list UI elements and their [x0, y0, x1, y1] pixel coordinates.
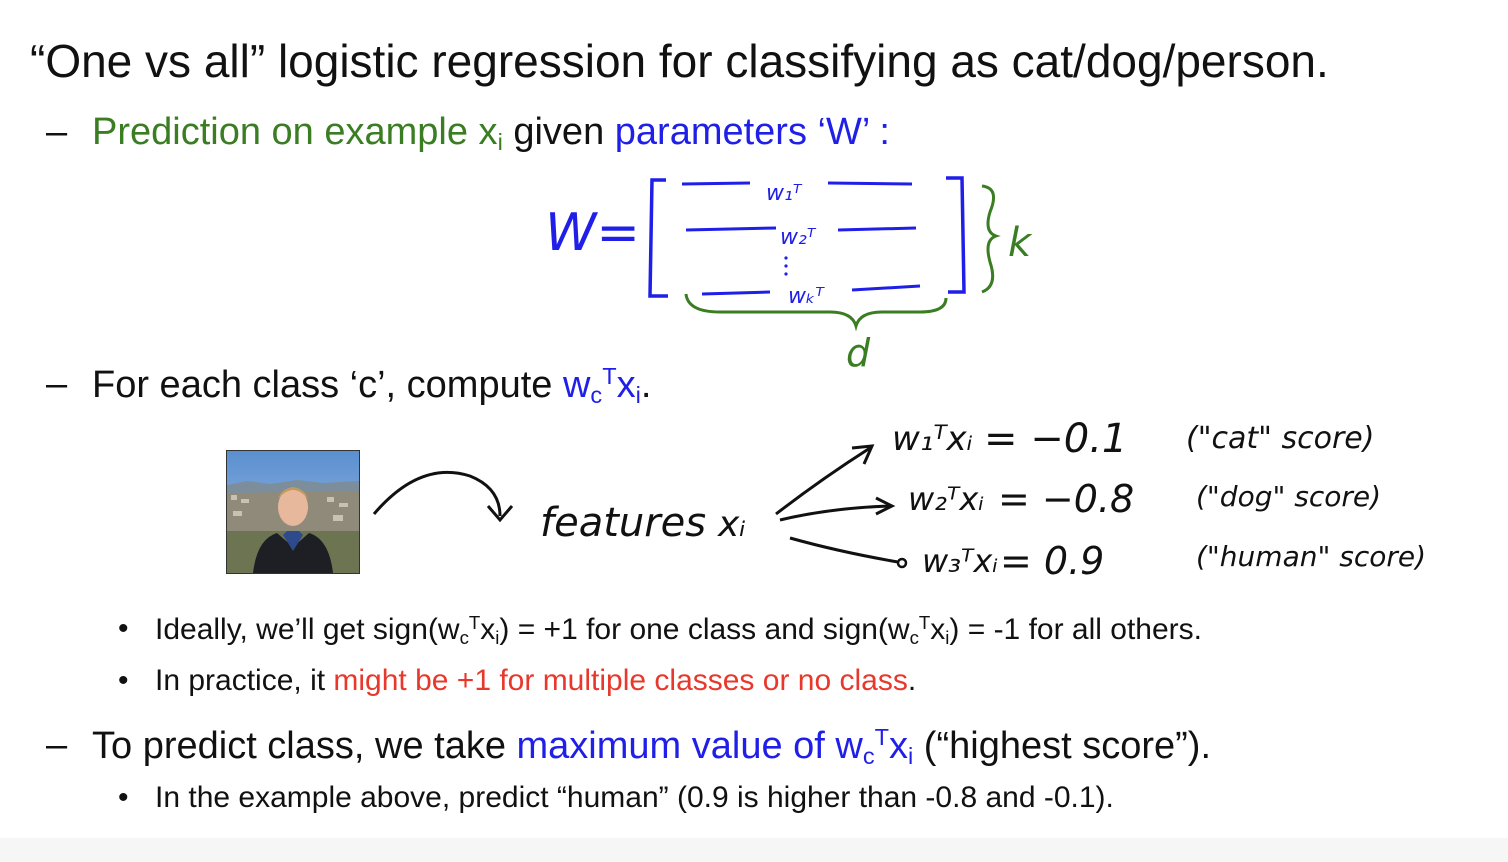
- text-part: In practice, it: [155, 664, 334, 697]
- bullet-text: To predict class, we take maximum value …: [92, 724, 1211, 770]
- dash-marker: –: [46, 724, 68, 766]
- subscript-i: i: [908, 742, 914, 769]
- arrow-to-score-2: [779, 504, 891, 522]
- row-k-label: wₖᵀ: [788, 284, 825, 309]
- superscript-t: T: [602, 363, 617, 389]
- curved-arrow: [372, 470, 502, 517]
- score-note: ("dog" score): [1196, 480, 1381, 513]
- text-part: ) = +1 for one class and sign(w: [499, 613, 910, 647]
- superscript-t: T: [874, 724, 890, 750]
- matrix-label: W=: [545, 203, 640, 263]
- right-bracket: [946, 176, 966, 294]
- features-x: xᵢ: [717, 504, 746, 545]
- score-row-cat: w₁ᵀxᵢ = −0.1 ("cat" score): [892, 416, 1374, 462]
- subscript-c: c: [590, 381, 603, 408]
- period: .: [640, 363, 652, 406]
- subscript-c: c: [459, 626, 469, 648]
- ellipsis-dot: [784, 264, 788, 268]
- math-x: x: [889, 724, 909, 767]
- text-part: x: [480, 613, 496, 647]
- score-value: = 0.9: [1000, 539, 1104, 583]
- dash-marker: –: [46, 111, 68, 153]
- photo-illustration: [227, 451, 359, 573]
- features-label: features: [540, 500, 706, 546]
- dash-marker: –: [46, 363, 68, 405]
- row-line: [685, 226, 777, 232]
- score-lhs: w₃ᵀxᵢ: [922, 542, 998, 580]
- math-w: w: [562, 363, 591, 406]
- text-green: Prediction on example x: [92, 111, 498, 153]
- bullet-text: In the example above, predict “human” (0…: [155, 781, 1114, 814]
- text-part: Ideally, we’ll get sign(w: [155, 613, 460, 647]
- superscript-t: T: [918, 612, 931, 633]
- text-part: x: [930, 613, 946, 647]
- text-given: given: [502, 111, 615, 153]
- d-label: d: [846, 331, 871, 375]
- ellipsis-dot: [784, 256, 788, 260]
- subscript-i: i: [495, 626, 500, 648]
- text-parameters: parameters ‘W’ :: [614, 111, 890, 153]
- subscript-i: i: [945, 626, 950, 648]
- score-note: ("human" score): [1196, 540, 1426, 573]
- bullet-text: In practice, it might be +1 for multiple…: [155, 664, 916, 698]
- bullet-marker: •: [118, 612, 129, 645]
- math-x: x: [616, 363, 636, 406]
- left-bracket: [648, 178, 668, 298]
- text-part: ) = -1 for all others.: [949, 613, 1202, 647]
- arrow-head: [486, 505, 514, 523]
- subscript-c: c: [862, 742, 875, 769]
- k-brace: [981, 184, 1001, 294]
- text-red: might be +1 for multiple classes or no c…: [333, 664, 908, 697]
- arrow-to-score-3: [789, 536, 899, 564]
- row-2-label: w₂ᵀ: [780, 225, 817, 250]
- row-line: [681, 181, 751, 186]
- k-label: k: [1008, 220, 1033, 266]
- slide-footer-strip: [0, 838, 1508, 862]
- text-for-each: For each class ‘c’, compute: [92, 363, 563, 406]
- arrow-head: [851, 444, 875, 465]
- ellipsis-dot: [784, 272, 788, 276]
- text-part: To predict class, we take: [92, 724, 517, 767]
- superscript-t: T: [468, 612, 481, 633]
- arrow-head: [875, 496, 896, 516]
- subscript-i: i: [635, 381, 641, 408]
- subscript-c: c: [909, 626, 919, 648]
- row-line: [851, 284, 921, 292]
- bullet-text: Ideally, we’ll get sign(wcTxi) = +1 for …: [155, 612, 1202, 649]
- matrix-diagram: W= w₁ᵀ w₂ᵀ wₖᵀ k d: [545, 176, 1033, 375]
- bullet-text: For each class ‘c’, compute wcTxi.: [92, 363, 651, 409]
- score-row-human: w₃ᵀxᵢ = 0.9 ("human" score): [922, 539, 1426, 583]
- arrow-head: [896, 557, 908, 569]
- score-lhs: w₂ᵀxᵢ: [908, 480, 984, 518]
- slide-title: “One vs all” logistic regression for cla…: [30, 35, 1329, 87]
- score-value: = −0.8: [998, 477, 1134, 521]
- bullet-marker: •: [118, 781, 129, 814]
- subscript-i: i: [497, 128, 503, 155]
- text-blue: maximum value of w: [516, 724, 863, 767]
- score-lhs: w₁ᵀxᵢ: [892, 419, 973, 459]
- row-line: [827, 181, 913, 186]
- d-brace: [684, 293, 948, 332]
- person-photo: [226, 450, 360, 574]
- period: .: [907, 664, 917, 697]
- row-line: [701, 290, 771, 296]
- score-row-dog: w₂ᵀxᵢ = −0.8 ("dog" score): [908, 477, 1381, 521]
- row-line: [837, 226, 917, 232]
- arrow-to-score-1: [775, 446, 871, 516]
- score-value: = −0.1: [984, 416, 1127, 462]
- bullet-marker: •: [118, 664, 129, 697]
- bullet-text: Prediction on example xi given parameter…: [92, 111, 890, 156]
- text-part: (“highest score”).: [913, 724, 1211, 767]
- row-1-label: w₁ᵀ: [766, 181, 803, 206]
- score-note: ("cat" score): [1186, 421, 1374, 456]
